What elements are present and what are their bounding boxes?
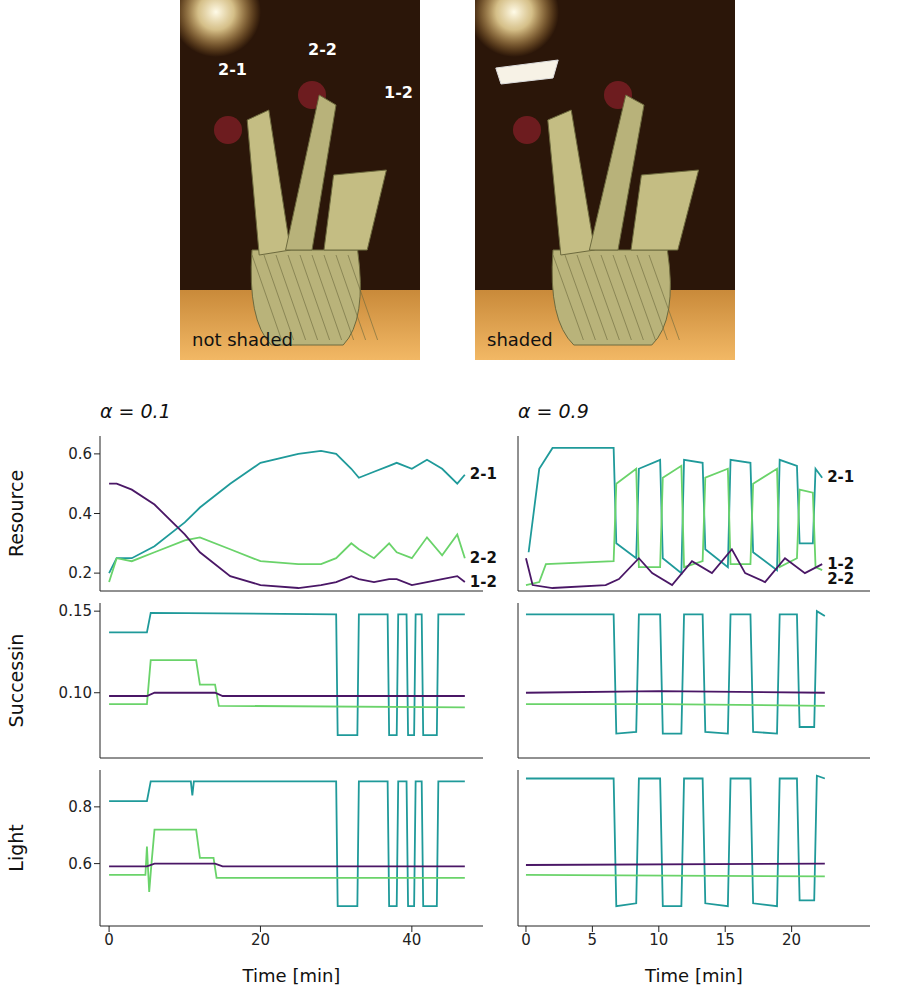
svg-text:0.15: 0.15 (59, 602, 92, 620)
svg-text:0.6: 0.6 (68, 855, 92, 873)
html-text:α = 0.1: α = 0.1 (100, 400, 171, 422)
html-text:α = 0.9: α = 0.9 (518, 400, 589, 422)
svg-text:Resource: Resource (5, 470, 27, 557)
svg-text:2-2: 2-2 (827, 569, 855, 588)
svg-text:0.2: 0.2 (68, 564, 92, 582)
svg-text:shaded: shaded (487, 329, 553, 350)
svg-text:20: 20 (782, 931, 801, 949)
svg-text:1-2: 1-2 (384, 83, 413, 102)
svg-text:not shaded: not shaded (192, 329, 293, 350)
svg-text:0.8: 0.8 (68, 798, 92, 816)
svg-text:2-2: 2-2 (470, 549, 497, 567)
svg-text:15: 15 (716, 931, 735, 949)
svg-text:Light: Light (5, 824, 27, 871)
svg-text:Time [min]: Time [min] (242, 965, 341, 986)
svg-text:2-1: 2-1 (470, 465, 497, 483)
svg-text:0: 0 (104, 931, 114, 949)
svg-text:40: 40 (402, 931, 421, 949)
svg-text:10: 10 (649, 931, 668, 949)
svg-text:1-2: 1-2 (470, 573, 497, 591)
svg-text:2-1: 2-1 (827, 468, 854, 486)
svg-text:2-1: 2-1 (218, 60, 247, 79)
svg-text:0: 0 (521, 931, 531, 949)
svg-text:0.6: 0.6 (68, 445, 92, 463)
svg-text:Time [min]: Time [min] (644, 965, 743, 986)
svg-text:1-2: 1-2 (827, 555, 854, 573)
svg-text:20: 20 (251, 931, 270, 949)
svg-text:2-2: 2-2 (308, 40, 337, 59)
svg-text:5: 5 (588, 931, 598, 949)
svg-text:Successin: Successin (5, 634, 27, 728)
svg-text:0.10: 0.10 (59, 684, 92, 702)
svg-text:0.4: 0.4 (68, 505, 92, 523)
